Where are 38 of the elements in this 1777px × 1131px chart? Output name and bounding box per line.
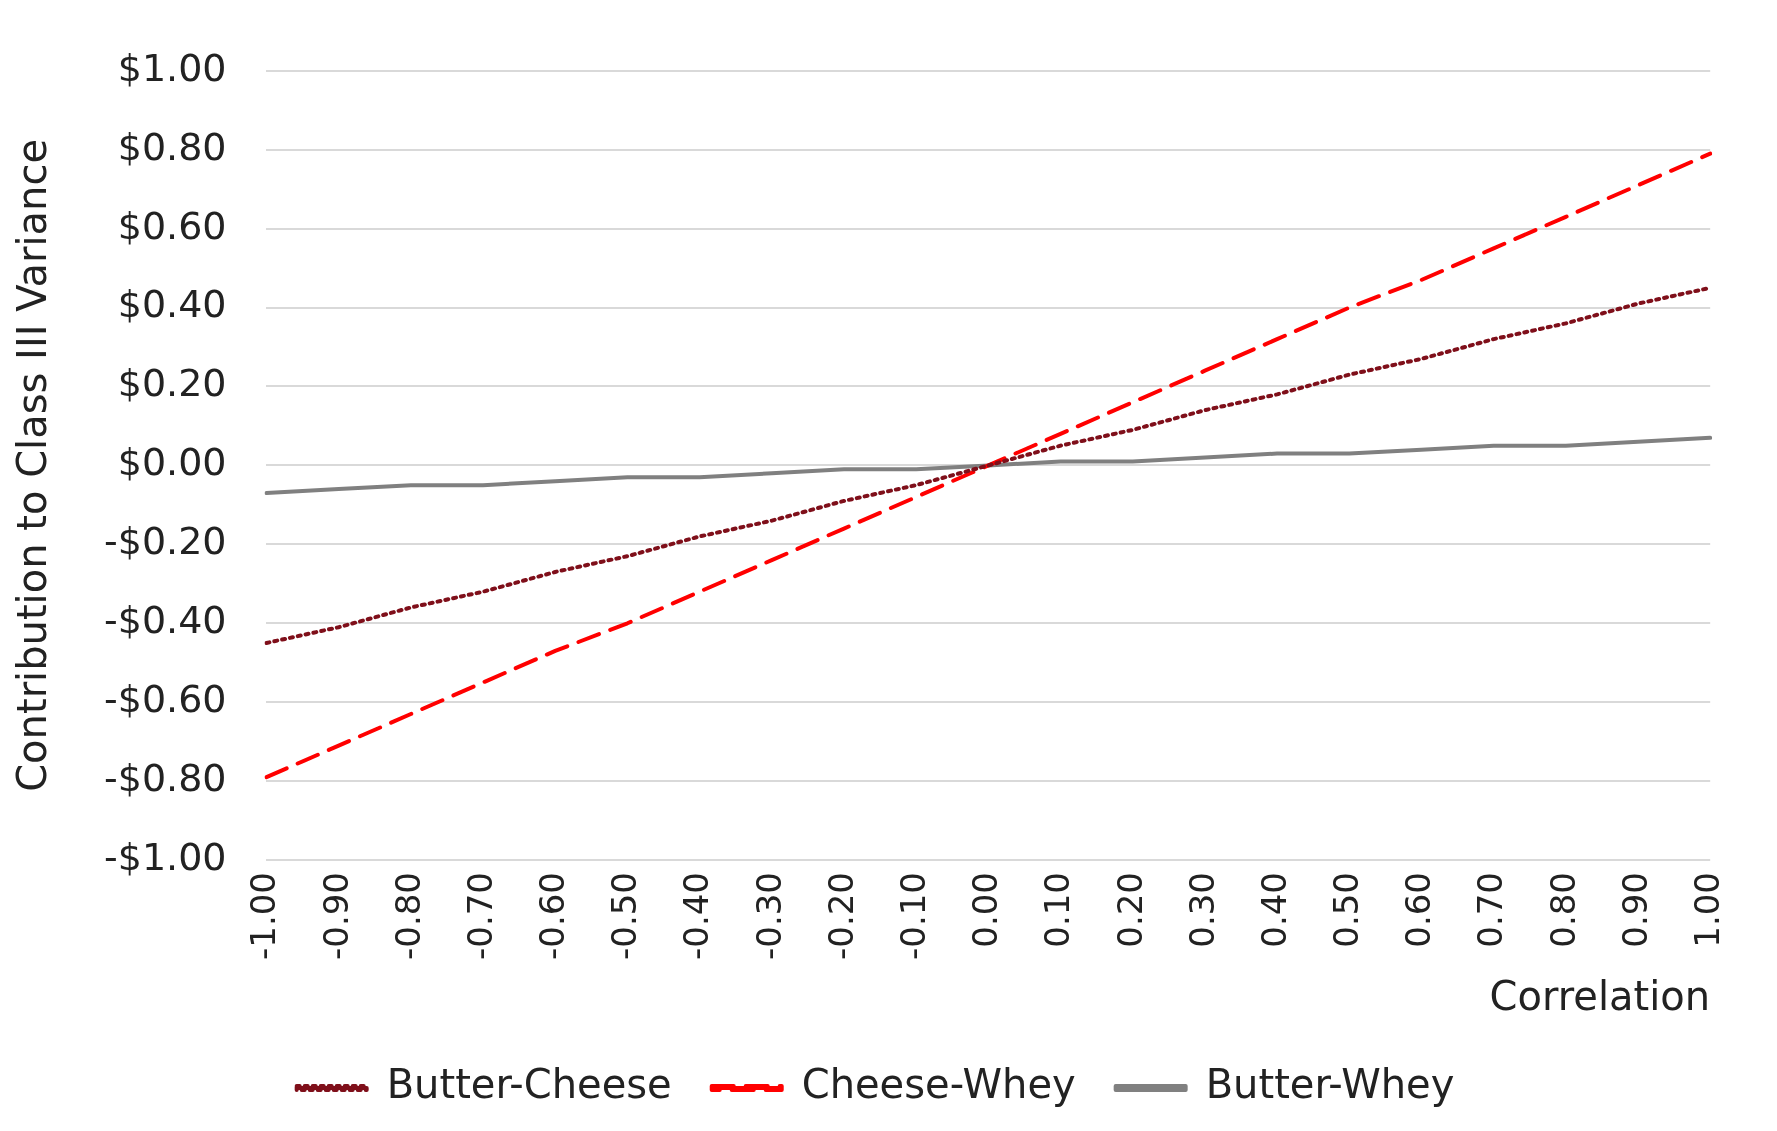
x-tick-label: 0.60 <box>1398 872 1439 948</box>
x-tick-label: 0.20 <box>1109 872 1150 948</box>
x-tick-label: -0.70 <box>459 872 500 961</box>
y-tick-label: $0.60 <box>117 203 227 248</box>
x-tick-label: -0.10 <box>892 872 933 961</box>
x-tick-label: 0.00 <box>965 872 1006 948</box>
legend-label: Butter-Whey <box>1205 1061 1455 1108</box>
x-tick-label: -1.00 <box>243 872 284 961</box>
x-tick-label: 0.40 <box>1253 872 1294 948</box>
x-axis-title: Correlation <box>1489 973 1711 1020</box>
line-series <box>264 151 1713 780</box>
y-tick-label: $0.00 <box>117 440 227 485</box>
x-tick-label: -0.50 <box>604 872 645 961</box>
y-tick-label: -$0.80 <box>104 755 227 800</box>
x-tick-label: -0.60 <box>532 872 573 961</box>
y-tick-label: -$0.60 <box>104 677 227 722</box>
y-tick-label: $0.80 <box>117 124 227 169</box>
x-tick-label: 0.50 <box>1326 872 1367 948</box>
x-tick-label: 0.30 <box>1181 872 1222 948</box>
y-tick-label: $0.20 <box>117 361 227 406</box>
y-tick-label: $0.40 <box>117 282 227 327</box>
x-tick-label: -0.40 <box>676 872 717 961</box>
y-tick-label: -$0.40 <box>104 598 227 643</box>
y-tick-label: -$1.00 <box>104 834 227 879</box>
x-tick-label: -0.20 <box>820 872 861 961</box>
legend-label: Butter-Cheese <box>386 1061 672 1108</box>
x-tick-label: 0.10 <box>1037 872 1078 948</box>
x-tick-label: 1.00 <box>1687 872 1728 948</box>
y-tick-label: -$0.20 <box>104 519 227 564</box>
x-tick-label: 0.80 <box>1542 872 1583 948</box>
x-tick-label: -0.30 <box>748 872 789 961</box>
y-tick-label: $1.00 <box>117 45 227 90</box>
x-tick-label: -0.90 <box>315 872 356 961</box>
x-tick-label: -0.80 <box>387 872 428 961</box>
legend-label: Cheese-Whey <box>801 1061 1076 1108</box>
x-tick-label: 0.70 <box>1470 872 1511 948</box>
x-tick-label: 0.90 <box>1614 872 1655 948</box>
y-axis-title: Contribution to Class III Variance <box>9 139 56 792</box>
